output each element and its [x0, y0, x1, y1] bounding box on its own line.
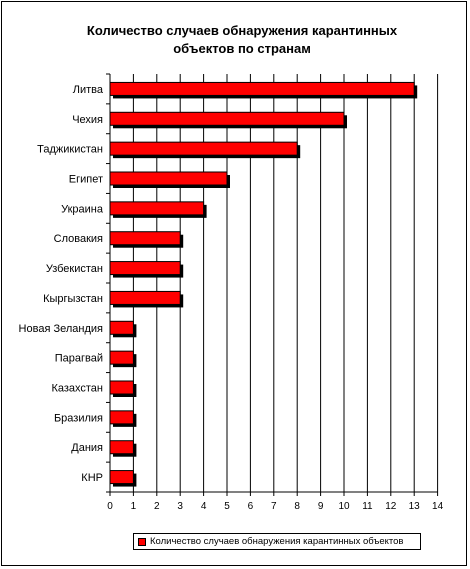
- bar: [109, 320, 134, 335]
- x-tick-label: 5: [224, 501, 230, 512]
- bar: [109, 81, 415, 96]
- category-label: КНР: [81, 472, 103, 484]
- x-tick-label: 0: [107, 501, 113, 512]
- category-label: Парагвай: [55, 353, 103, 365]
- bar: [109, 171, 228, 186]
- x-tick-label: 2: [154, 501, 160, 512]
- x-tick-label: 3: [177, 501, 183, 512]
- x-tick-label: 10: [338, 501, 350, 512]
- category-label: Новая Зеландия: [19, 323, 103, 335]
- category-label: Чехия: [72, 114, 103, 126]
- bar: [109, 141, 298, 156]
- bar: [109, 440, 134, 455]
- bar: [109, 410, 134, 425]
- category-label: Египет: [69, 174, 103, 186]
- category-label: Узбекистан: [46, 263, 103, 275]
- category-label: Кыргызстан: [43, 293, 103, 305]
- x-tick-label: 9: [318, 501, 324, 512]
- legend-label: Количество случаев обнаружения карантинн…: [150, 536, 404, 547]
- category-label: Таджикистан: [37, 144, 103, 156]
- x-tick-label: 4: [201, 501, 207, 512]
- x-tick-label: 1: [131, 501, 137, 512]
- category-label: Дания: [71, 442, 103, 454]
- bar: [109, 261, 181, 276]
- x-tick-label: 12: [385, 501, 397, 512]
- x-tick-label: 8: [294, 501, 300, 512]
- bar: [109, 201, 205, 216]
- x-tick-label: 11: [362, 501, 373, 512]
- chart-legend: Количество случаев обнаружения карантинн…: [133, 533, 421, 550]
- bar: [109, 111, 345, 126]
- chart-title: Количество случаев обнаружения карантинн…: [86, 23, 398, 56]
- category-label: Словакия: [54, 233, 103, 245]
- bar: [109, 231, 181, 246]
- x-tick-label: 14: [432, 501, 444, 512]
- category-label: Бразилия: [54, 412, 103, 424]
- category-label: Литва: [73, 84, 104, 96]
- bar: [109, 290, 181, 305]
- x-tick-label: 6: [248, 501, 254, 512]
- x-tick-label: 13: [409, 501, 421, 512]
- legend-swatch: [138, 537, 146, 546]
- bar: [109, 380, 134, 395]
- bar: [109, 470, 134, 485]
- bar: [109, 350, 134, 365]
- category-label: Украина: [61, 203, 104, 215]
- x-tick-label: 7: [271, 501, 277, 512]
- category-label: Казахстан: [51, 383, 103, 395]
